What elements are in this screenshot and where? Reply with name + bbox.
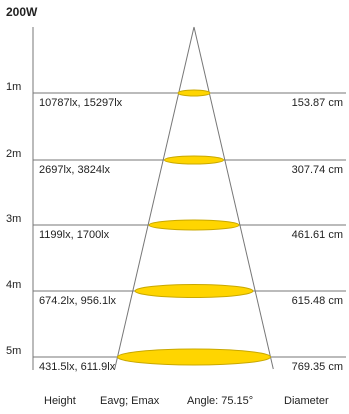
diameter-label: 307.74 cm: [292, 164, 343, 176]
height-label: 4m: [6, 279, 21, 291]
beam-cone: [114, 26, 274, 370]
illuminance-label: 674.2lx, 956.1lx: [39, 295, 117, 307]
height-label: 3m: [6, 213, 21, 225]
rows-layer: 1m 10787lx, 15297lx 153.87 cm 2m 2697lx, 382…: [6, 81, 346, 373]
illuminance-label: 1199lx, 1700lx: [39, 229, 110, 241]
beam-edge-left: [114, 26, 195, 370]
footer-diameter-label: Diameter: [284, 395, 329, 407]
height-label: 5m: [6, 345, 21, 357]
light-spot-ellipse: [134, 284, 254, 298]
illuminance-label: 2697lx, 3824lx: [39, 164, 110, 176]
light-spot-ellipse: [117, 348, 271, 366]
footer-height-label: Height: [44, 395, 76, 407]
height-label: 1m: [6, 81, 21, 93]
footer-labels: Height Eavg; Emax Angle: 75.15° Diameter: [44, 395, 329, 407]
height-label: 2m: [6, 148, 21, 160]
illuminance-label: 10787lx, 15297lx: [39, 97, 123, 109]
footer-eavg-label: Eavg; Emax: [100, 395, 160, 407]
diameter-label: 153.87 cm: [292, 97, 343, 109]
light-spot-ellipse: [164, 155, 224, 165]
footer-angle-label: Angle: 75.15°: [187, 395, 253, 407]
illuminance-label: 431.5lx, 611.9lx: [39, 361, 116, 373]
row-5: 5m 431.5lx, 611.9lx 769.35 cm: [6, 345, 346, 373]
beam-edge-right: [193, 26, 274, 370]
diameter-label: 769.35 cm: [292, 361, 343, 373]
light-spot-ellipse: [177, 89, 211, 97]
row-1: 1m 10787lx, 15297lx 153.87 cm: [6, 81, 346, 109]
diagram-title: 200W: [6, 5, 38, 19]
light-spot-ellipse: [148, 219, 240, 231]
diameter-label: 615.48 cm: [292, 295, 343, 307]
row-3: 3m 1199lx, 1700lx 461.61 cm: [6, 213, 346, 241]
diameter-label: 461.61 cm: [292, 229, 343, 241]
row-4: 4m 674.2lx, 956.1lx 615.48 cm: [6, 279, 346, 307]
row-2: 2m 2697lx, 3824lx 307.74 cm: [6, 148, 346, 176]
